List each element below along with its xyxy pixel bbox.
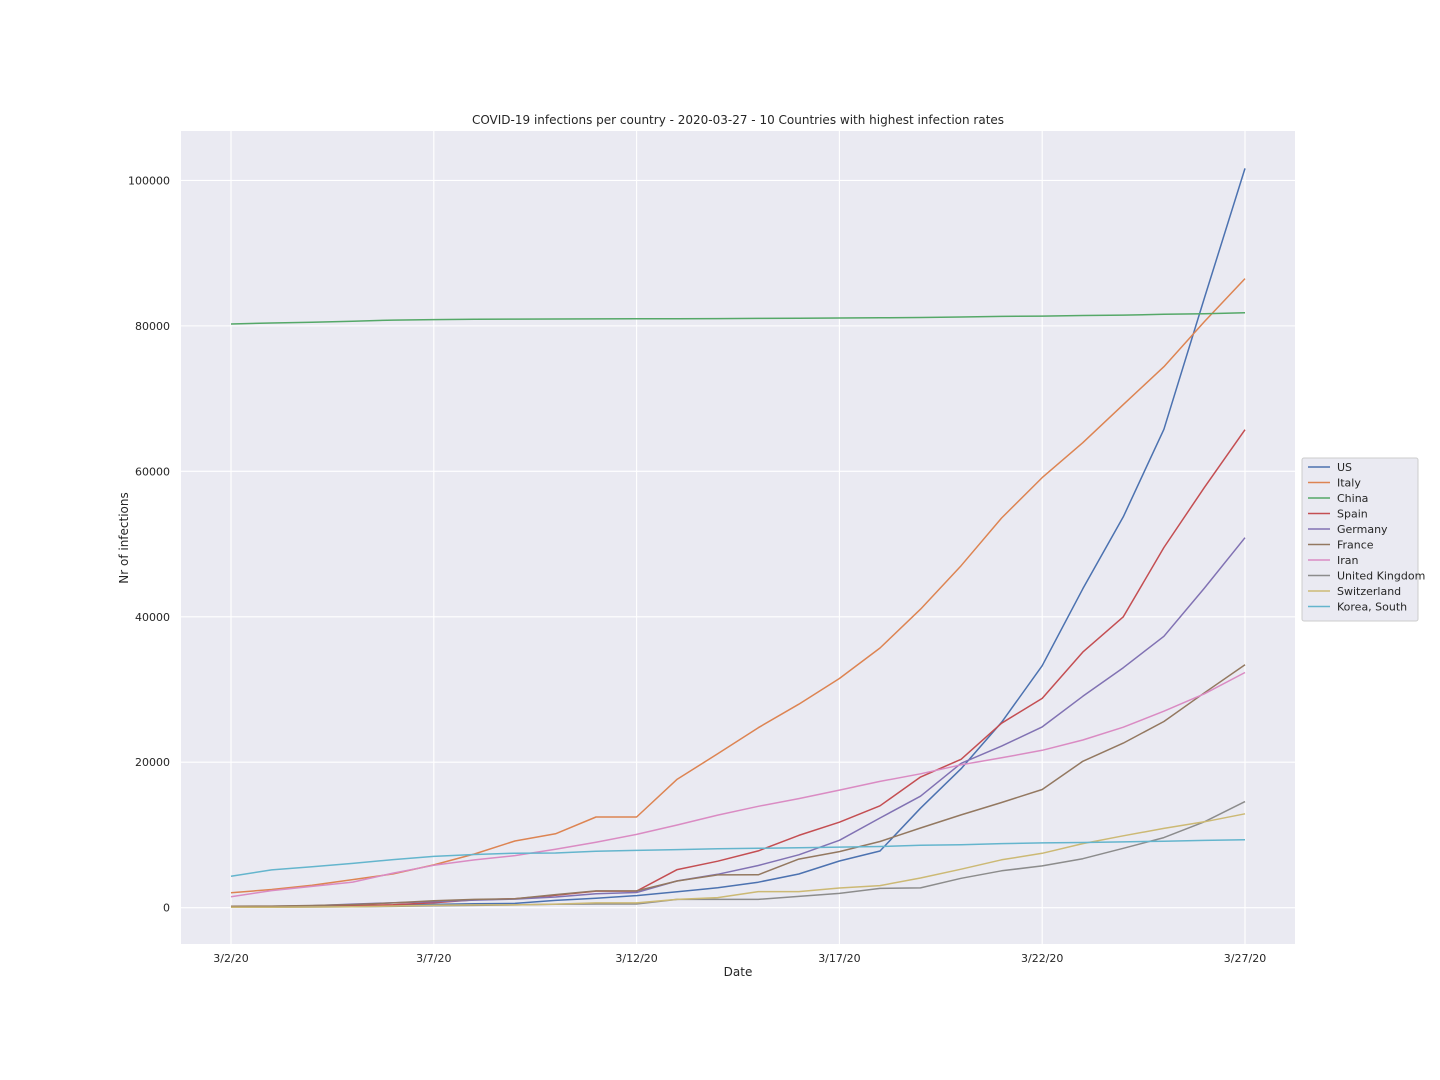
y-tick-label: 20000 xyxy=(135,756,170,769)
x-tick-label: 3/22/20 xyxy=(1021,952,1063,965)
legend-entry: Iran xyxy=(1337,554,1359,567)
x-tick-labels: 3/2/20 3/7/20 3/12/20 3/17/20 3/22/20 3/27/20 xyxy=(213,952,1266,965)
y-tick-label: 100000 xyxy=(128,174,170,187)
grid-lines xyxy=(181,131,1295,944)
legend-entry: China xyxy=(1337,492,1368,505)
legend: US Italy China Spain Germany France Iran United… xyxy=(1301,457,1425,622)
x-tick-label: 3/2/20 xyxy=(213,952,248,965)
y-axis-label: Nr of infections xyxy=(117,492,131,584)
chart-title: COVID-19 infections per country - 2020-0… xyxy=(472,113,1004,127)
x-tick-label: 3/7/20 xyxy=(416,952,451,965)
series-line-france xyxy=(230,664,1246,908)
legend-entry: Korea, South xyxy=(1337,601,1407,614)
y-tick-label: 0 xyxy=(163,902,170,915)
y-tick-label: 40000 xyxy=(135,611,170,624)
series-line-china xyxy=(230,312,1246,325)
series-line-iran xyxy=(230,671,1246,898)
legend-box xyxy=(1301,457,1419,622)
legend-entry: United Kingdom xyxy=(1337,570,1425,583)
legend-entry: Switzerland xyxy=(1337,585,1401,598)
plot-area xyxy=(181,131,1295,944)
legend-entry: US xyxy=(1337,461,1352,474)
series-line-switzerland xyxy=(230,813,1246,909)
series-line-spain xyxy=(230,429,1246,908)
legend-entry: Spain xyxy=(1337,508,1368,521)
series-line-korea-south xyxy=(230,839,1246,877)
x-tick-label: 3/17/20 xyxy=(818,952,860,965)
legend-entry: Italy xyxy=(1337,477,1361,490)
x-tick-label: 3/12/20 xyxy=(615,952,657,965)
x-axis-label: Date xyxy=(724,965,753,979)
x-tick-label: 3/27/20 xyxy=(1224,952,1266,965)
legend-entry: Germany xyxy=(1337,523,1388,536)
y-tick-labels: 0 20000 40000 60000 80000 100000 xyxy=(128,174,170,914)
legend-entry: France xyxy=(1337,539,1374,552)
y-tick-label: 60000 xyxy=(135,465,170,478)
y-tick-label: 80000 xyxy=(135,320,170,333)
series-lines xyxy=(230,168,1246,909)
